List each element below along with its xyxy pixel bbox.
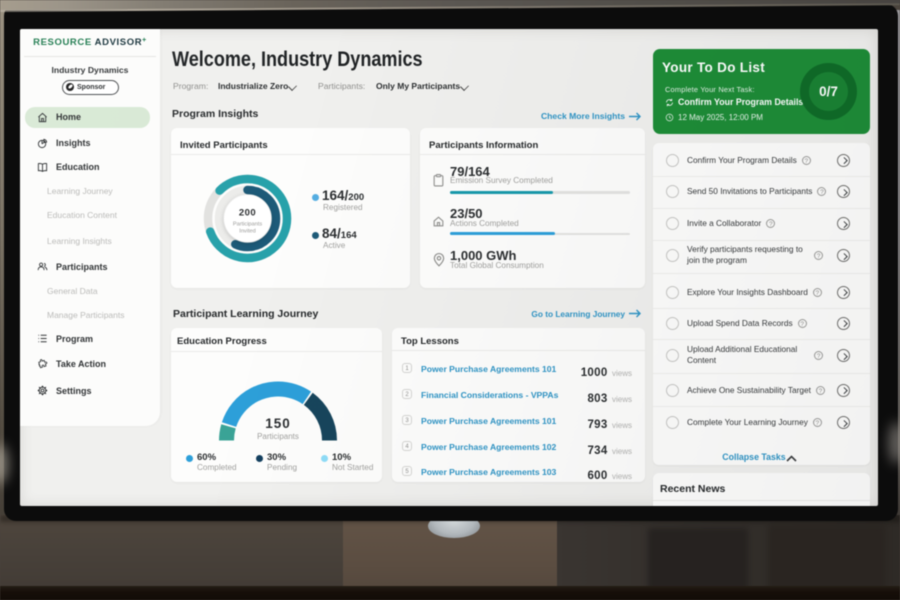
svg-text:Invited: Invited	[239, 229, 255, 235]
svg-text:200: 200	[239, 208, 256, 219]
svg-text:Participants: Participants	[233, 222, 262, 228]
